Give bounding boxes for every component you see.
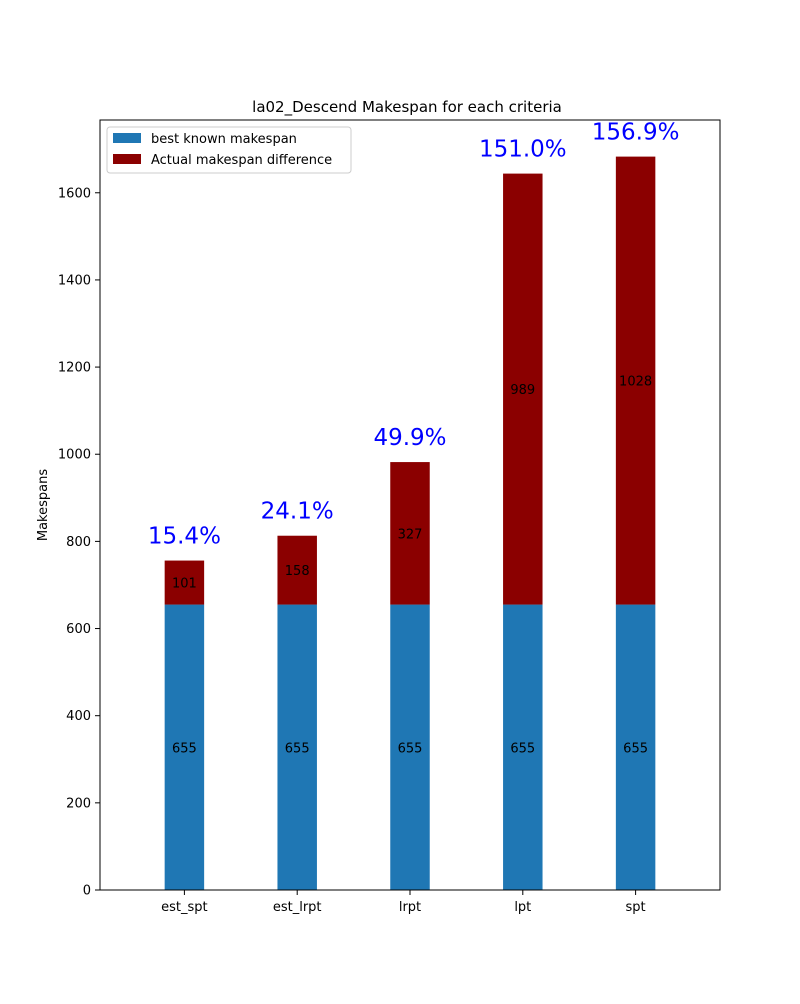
x-tick-label: lrpt xyxy=(399,900,421,915)
bar-best-label: 655 xyxy=(398,741,423,756)
bar-diff xyxy=(615,156,656,605)
percent-label: 151.0% xyxy=(479,137,567,163)
bar-diff-label: 327 xyxy=(398,527,423,542)
bar-best-label: 655 xyxy=(172,741,197,756)
y-tick-label: 1200 xyxy=(58,361,91,376)
legend-label-diff: Actual makespan difference xyxy=(151,153,332,168)
y-tick-label: 400 xyxy=(66,709,91,724)
legend: best known makespan Actual makespan diff… xyxy=(106,126,352,174)
plot-layer: 0 200 400 600 800 1000 1200 1400 1600 655 101 15.4%… xyxy=(58,120,680,915)
y-tick-label: 200 xyxy=(66,796,91,811)
x-tick-label: est_lrpt xyxy=(273,900,322,915)
percent-label: 24.1% xyxy=(261,499,334,525)
percent-label: 15.4% xyxy=(148,524,221,550)
bar-best xyxy=(503,604,543,890)
y-tick-label: 1000 xyxy=(58,448,91,463)
chart-title: la02_Descend Makespan for each criteria xyxy=(252,98,562,117)
legend-label-best: best known makespan xyxy=(151,132,297,147)
y-tick-label: 600 xyxy=(66,622,91,637)
bar-diff xyxy=(164,560,205,605)
legend-swatch-diff xyxy=(113,154,141,164)
percent-label: 156.9% xyxy=(592,120,680,146)
y-tick-label: 0 xyxy=(83,884,91,899)
bar-diff xyxy=(503,173,543,605)
legend-frame xyxy=(106,126,352,174)
x-tick-label: lpt xyxy=(514,900,531,915)
bar-best xyxy=(277,604,317,890)
x-tick-label: spt xyxy=(626,900,646,915)
bar-diff-label: 158 xyxy=(285,564,310,579)
bar-best xyxy=(390,604,430,890)
bar-diff-label: 989 xyxy=(510,383,535,398)
bar-best-label: 655 xyxy=(285,741,310,756)
bar-diff xyxy=(277,535,317,605)
y-tick-label: 800 xyxy=(66,535,91,550)
y-tick-label: 1400 xyxy=(58,273,91,288)
bar-best xyxy=(615,604,656,890)
percent-label: 49.9% xyxy=(373,425,446,451)
y-axis-label: Makespans xyxy=(36,469,51,541)
bar-diff xyxy=(390,462,430,605)
x-tick-label: est_spt xyxy=(161,900,208,915)
bar-best-label: 655 xyxy=(510,741,535,756)
bar-diff-label: 101 xyxy=(172,577,197,592)
y-tick-label: 1600 xyxy=(58,186,91,201)
bar-best-label: 655 xyxy=(623,741,648,756)
bar-best xyxy=(164,604,205,890)
legend-swatch-best xyxy=(113,133,141,143)
bar-diff-label: 1028 xyxy=(619,375,652,390)
plot-frame xyxy=(99,119,721,891)
